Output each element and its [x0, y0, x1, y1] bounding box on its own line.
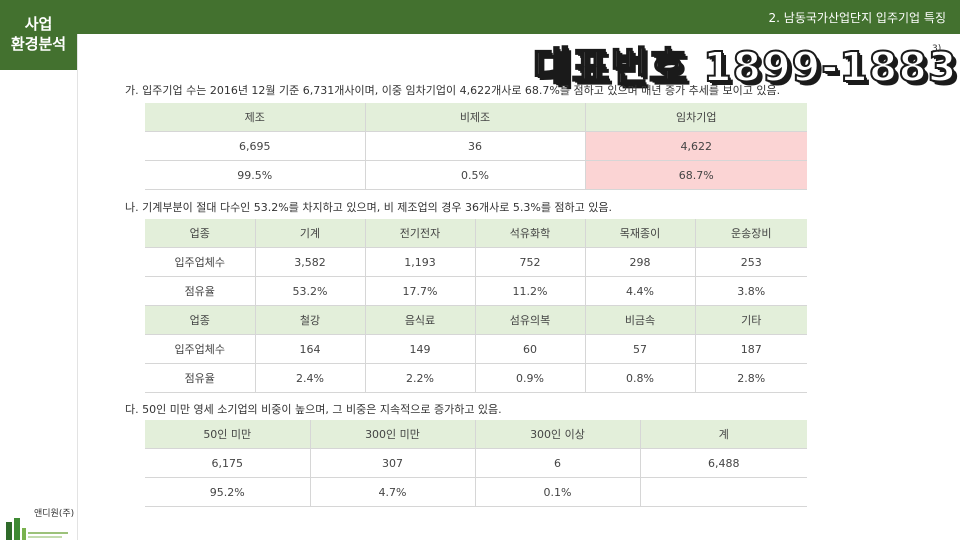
- note-b: 나. 기계부분이 절대 다수인 53.2%를 차지하고 있으며, 비 제조업의 …: [125, 201, 613, 214]
- table-header-cell: 석유화학: [475, 219, 586, 248]
- table-cell: 60: [475, 334, 586, 364]
- table-header-cell: 운송장비: [695, 219, 807, 248]
- table-cell: 11.2%: [475, 276, 586, 306]
- tenant-summary-table: 제조 비제조 임차기업 6,695 36 4,622 99.5% 0.5% 68…: [145, 103, 807, 190]
- table-cell: 입주업체수: [145, 247, 256, 277]
- table-cell: 4,622: [585, 131, 807, 161]
- table-cell: 점유율: [145, 363, 256, 393]
- table-cell: 752: [475, 247, 586, 277]
- table-cell: 99.5%: [145, 160, 366, 190]
- table-cell: 0.9%: [475, 363, 586, 393]
- table-cell: 68.7%: [585, 160, 807, 190]
- banner-tail: 3): [932, 44, 942, 54]
- table-header-cell: 300인 이상: [475, 420, 641, 449]
- company-logo-text: 앤디원(주): [34, 509, 75, 519]
- table-cell: 0.5%: [365, 160, 586, 190]
- table-row: 입주업체수 3,582 1,193 752 298 253: [145, 247, 807, 277]
- table-header-cell: 비금속: [585, 305, 696, 335]
- table-cell: 6,488: [640, 448, 807, 478]
- table-cell: 6,175: [145, 448, 311, 478]
- table-header-row: 업종 철강 음식료 섬유의복 비금속 기타: [145, 305, 807, 335]
- industry-table: 업종 기계 전기전자 석유화학 목재종이 운송장비 입주업체수 3,582 1,…: [145, 219, 807, 393]
- note-a: 가. 입주기업 수는 2016년 12월 기준 6,731개사이며, 이중 임차…: [125, 84, 781, 97]
- table-cell: 4.7%: [310, 477, 476, 507]
- phone-number-banner: 대표번호 1899-1883: [532, 42, 958, 92]
- table-row: 6,175 307 6 6,488: [145, 448, 807, 478]
- table-header-cell: 300인 미만: [310, 420, 476, 449]
- table-row: 95.2% 4.7% 0.1%: [145, 477, 807, 507]
- table-cell: 2.2%: [365, 363, 476, 393]
- table-cell: 57: [585, 334, 696, 364]
- table-cell: 0.8%: [585, 363, 696, 393]
- table-cell: 점유율: [145, 276, 256, 306]
- table-header-cell: 기계: [255, 219, 366, 248]
- table-cell: 298: [585, 247, 696, 277]
- table-cell: 53.2%: [255, 276, 366, 306]
- table-header-cell: 섬유의복: [475, 305, 586, 335]
- section-title: 사업 환경분석: [0, 0, 77, 70]
- table-row: 점유율 2.4% 2.2% 0.9% 0.8% 2.8%: [145, 363, 807, 393]
- company-logo-icon: [6, 518, 68, 540]
- table-row: 입주업체수 164 149 60 57 187: [145, 334, 807, 364]
- table-cell: 187: [695, 334, 807, 364]
- section-title-line2: 환경분석: [10, 35, 67, 53]
- table-header-cell: 비제조: [365, 103, 586, 132]
- table-header-cell: 전기전자: [365, 219, 476, 248]
- table-header-cell: 계: [640, 420, 807, 449]
- table-cell: 1,193: [365, 247, 476, 277]
- table-cell: 3.8%: [695, 276, 807, 306]
- table-cell: 입주업체수: [145, 334, 256, 364]
- table-row: 점유율 53.2% 17.7% 11.2% 4.4% 3.8%: [145, 276, 807, 306]
- note-c: 다. 50인 미만 영세 소기업의 비중이 높으며, 그 비중은 지속적으로 증…: [125, 403, 502, 416]
- table-header-row: 업종 기계 전기전자 석유화학 목재종이 운송장비: [145, 219, 807, 248]
- table-header-cell: 기타: [695, 305, 807, 335]
- table-header-cell: 목재종이: [585, 219, 696, 248]
- table-header-cell: 업종: [145, 219, 256, 248]
- table-header-cell: 임차기업: [585, 103, 807, 132]
- table-cell: 0.1%: [475, 477, 641, 507]
- table-cell: [640, 477, 807, 507]
- table-header-row: 제조 비제조 임차기업: [145, 103, 807, 132]
- table-row: 6,695 36 4,622: [145, 131, 807, 161]
- table-cell: 2.8%: [695, 363, 807, 393]
- header-bar: 2. 남동국가산업단지 입주기업 특징: [77, 0, 960, 34]
- table-header-cell: 업종: [145, 305, 256, 335]
- table-cell: 6,695: [145, 131, 366, 161]
- table-cell: 164: [255, 334, 366, 364]
- sidebar: 사업 환경분석: [0, 0, 78, 540]
- table-cell: 149: [365, 334, 476, 364]
- table-cell: 36: [365, 131, 586, 161]
- table-cell: 4.4%: [585, 276, 696, 306]
- table-cell: 2.4%: [255, 363, 366, 393]
- table-cell: 3,582: [255, 247, 366, 277]
- company-size-table: 50인 미만 300인 미만 300인 이상 계 6,175 307 6 6,4…: [145, 420, 807, 507]
- table-cell: 17.7%: [365, 276, 476, 306]
- page-title: 2. 남동국가산업단지 입주기업 특징: [768, 11, 946, 25]
- section-title-line1: 사업: [24, 15, 53, 33]
- table-header-row: 50인 미만 300인 미만 300인 이상 계: [145, 420, 807, 449]
- table-cell: 95.2%: [145, 477, 311, 507]
- table-cell: 253: [695, 247, 807, 277]
- table-cell: 307: [310, 448, 476, 478]
- table-header-cell: 50인 미만: [145, 420, 311, 449]
- table-row: 99.5% 0.5% 68.7%: [145, 160, 807, 190]
- table-cell: 6: [475, 448, 641, 478]
- table-header-cell: 제조: [145, 103, 366, 132]
- table-header-cell: 음식료: [365, 305, 476, 335]
- table-header-cell: 철강: [255, 305, 366, 335]
